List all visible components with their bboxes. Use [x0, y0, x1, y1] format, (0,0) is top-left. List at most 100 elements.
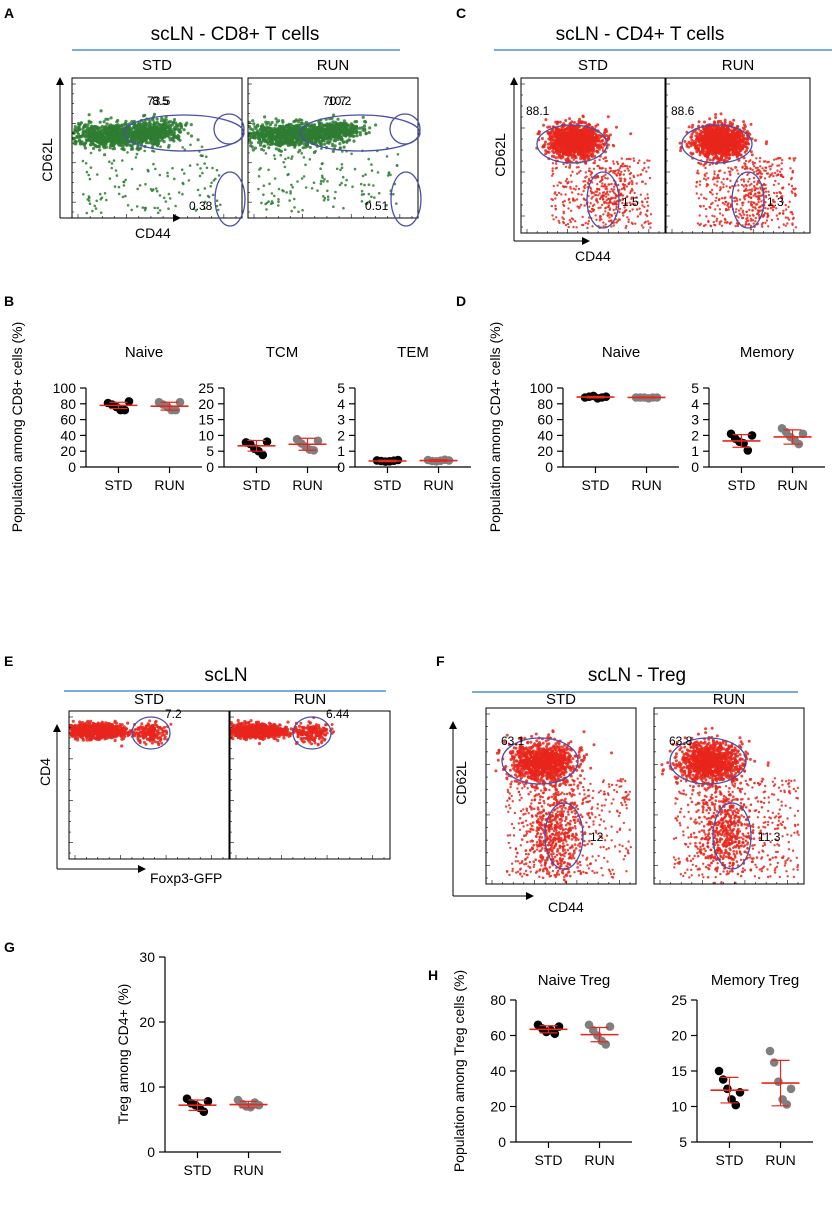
event-dot — [551, 169, 554, 173]
event-dot — [295, 139, 299, 143]
event-dot — [155, 140, 159, 144]
event-dot — [560, 149, 564, 153]
event-dot — [310, 127, 314, 131]
event-dot — [602, 143, 606, 147]
event-dot — [597, 147, 601, 151]
event-dot — [363, 128, 367, 132]
event-dot — [338, 183, 342, 187]
event-dot — [267, 200, 270, 203]
event-dot — [625, 224, 628, 228]
event-dot — [161, 136, 165, 140]
gate-percentage: 0.38 — [189, 199, 213, 213]
event-dot — [186, 131, 190, 135]
event-dot — [249, 127, 253, 131]
event-dot — [126, 151, 129, 154]
event-dot — [602, 221, 605, 224]
event-dot — [112, 144, 116, 148]
gate-outline — [214, 171, 246, 227]
event-dot — [750, 153, 754, 157]
event-dot — [79, 121, 83, 125]
event-dot — [613, 202, 616, 206]
event-dot — [317, 139, 321, 143]
event-dot — [628, 165, 631, 168]
event-dot — [188, 164, 192, 167]
event-dot — [91, 130, 96, 134]
event-dot — [129, 127, 133, 131]
event-dot — [553, 146, 557, 150]
event-dot — [292, 141, 296, 145]
event-dot — [644, 182, 647, 185]
event-dot — [563, 136, 566, 140]
event-dot — [342, 206, 345, 210]
event-dot — [101, 132, 106, 136]
event-dot — [552, 151, 556, 155]
event-dot — [551, 172, 555, 175]
event-dot — [610, 219, 613, 222]
event-dot — [641, 168, 644, 172]
event-dot — [560, 141, 564, 145]
event-dot — [179, 126, 183, 130]
event-dot — [285, 140, 289, 144]
event-dot — [559, 145, 563, 149]
event-dot — [164, 118, 168, 122]
event-dot — [155, 117, 159, 121]
event-dot — [131, 147, 135, 151]
event-dot — [606, 214, 609, 217]
event-dot — [82, 193, 85, 196]
event-dot — [352, 124, 357, 129]
event-dot — [622, 214, 625, 217]
event-dot — [203, 187, 207, 190]
event-dot — [105, 132, 110, 137]
event-dot — [156, 144, 160, 148]
event-dot — [172, 136, 176, 140]
event-dot — [94, 139, 98, 143]
event-dot — [297, 150, 300, 154]
event-dot — [346, 130, 350, 134]
event-dot — [152, 135, 156, 139]
event-dot — [284, 148, 287, 151]
event-dot — [605, 185, 608, 188]
event-dot — [377, 191, 381, 195]
event-dot — [98, 148, 102, 152]
event-dot — [116, 118, 120, 123]
event-dot — [201, 154, 204, 158]
event-dot — [562, 204, 566, 208]
event-dot — [713, 121, 717, 124]
event-dot — [593, 159, 597, 162]
event-dot — [619, 165, 623, 168]
event-dot — [603, 183, 607, 186]
event-dot — [593, 132, 597, 136]
event-dot — [589, 187, 593, 190]
event-dot — [368, 126, 372, 130]
gate-outline — [389, 113, 421, 145]
event-dot — [122, 143, 126, 147]
event-dot — [318, 127, 322, 131]
event-dot — [151, 149, 154, 153]
event-dot — [189, 143, 192, 147]
event-dot — [548, 125, 552, 129]
event-dot — [395, 164, 399, 167]
event-dot — [646, 209, 649, 213]
event-dot — [137, 134, 141, 138]
event-dot — [85, 211, 89, 215]
event-dot — [150, 117, 154, 122]
event-dot — [641, 180, 644, 183]
event-dot — [73, 129, 77, 133]
event-dot — [648, 176, 652, 180]
event-dot — [638, 207, 641, 210]
event-dot — [270, 120, 274, 125]
event-dot — [286, 173, 289, 177]
event-dot — [273, 157, 277, 161]
event-dot — [573, 121, 576, 124]
event-dot — [181, 192, 184, 196]
event-dot — [302, 175, 306, 178]
event-dot — [604, 201, 607, 204]
event-dot — [73, 139, 77, 143]
event-dot — [559, 181, 562, 185]
event-dot — [606, 137, 610, 141]
event-dot — [130, 208, 133, 212]
event-dot — [567, 207, 570, 210]
event-dot — [583, 204, 586, 207]
event-dot — [114, 169, 118, 172]
event-dot — [87, 113, 91, 117]
